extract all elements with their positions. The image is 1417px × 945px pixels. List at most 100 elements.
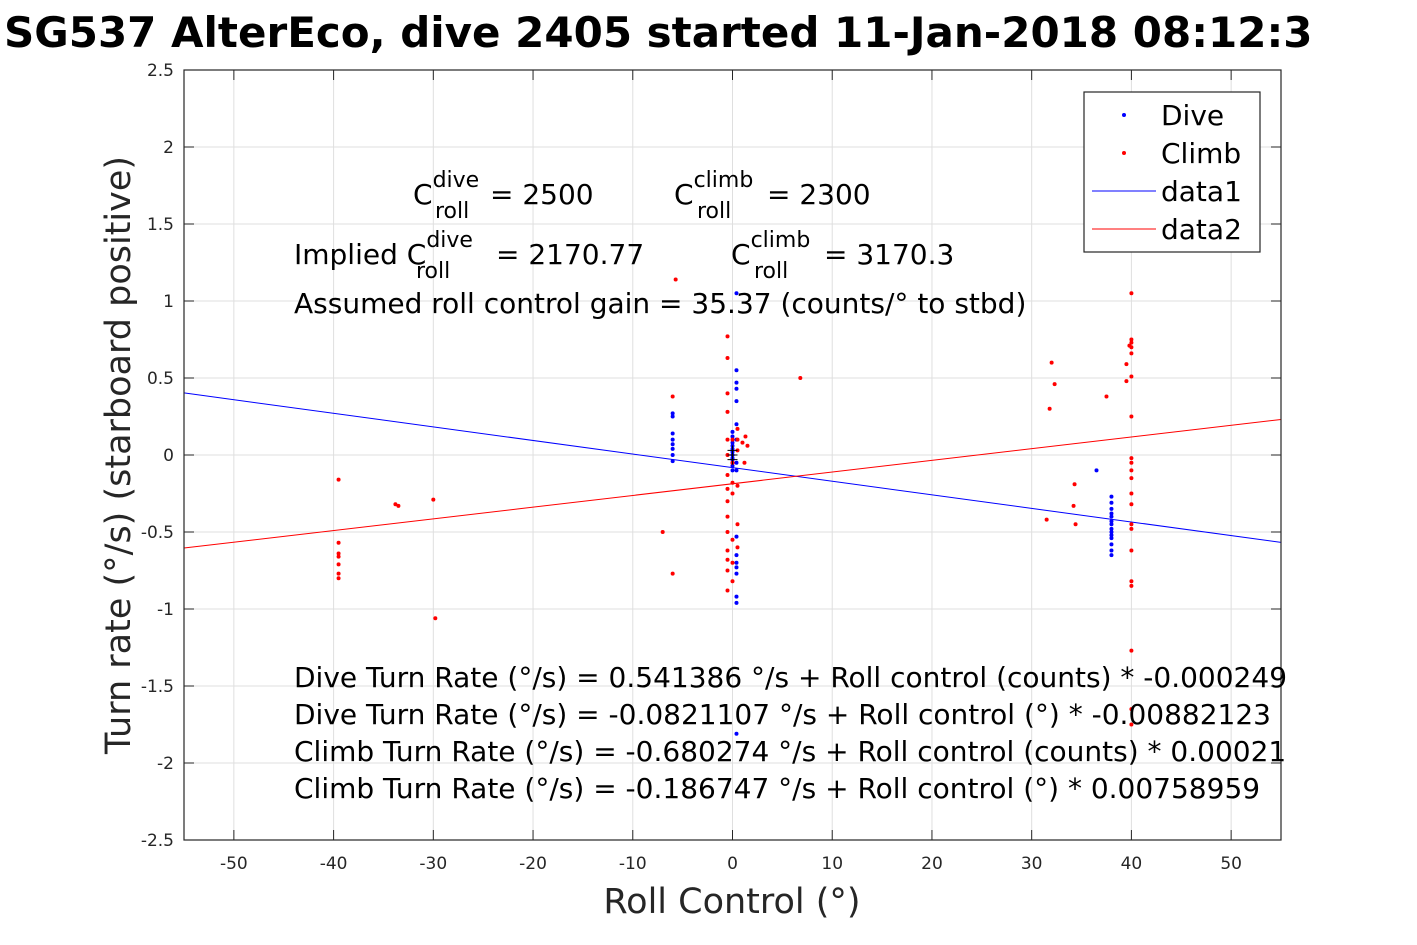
equation-dive-degrees: Dive Turn Rate (°/s) = -0.0821107 °/s + … xyxy=(294,698,1271,731)
y-tick-label: -2 xyxy=(157,754,174,774)
legend-marker-dive xyxy=(1122,113,1126,117)
climb-point xyxy=(740,440,745,445)
climb-point xyxy=(1052,382,1057,387)
x-tick-label: 20 xyxy=(921,854,943,874)
climb-point xyxy=(670,394,675,399)
climb-point xyxy=(1129,722,1134,727)
climb-point xyxy=(1072,482,1077,487)
climb-point xyxy=(725,514,730,519)
climb-point xyxy=(336,540,341,545)
y-tick-label: -1.5 xyxy=(141,677,174,697)
dive-point xyxy=(730,440,735,445)
implied-dive-sub: roll xyxy=(416,259,450,284)
dive-point xyxy=(734,731,739,736)
climb-point xyxy=(1073,522,1078,527)
dive-point xyxy=(1109,548,1114,553)
x-axis-label: Roll Control (°) xyxy=(603,882,860,922)
climb-point xyxy=(1129,707,1134,712)
dive-point xyxy=(734,600,739,605)
climb-point xyxy=(1129,414,1134,419)
implied-climb-sub: roll xyxy=(754,259,788,284)
climb-point xyxy=(743,434,748,439)
legend-label-climb: Climb xyxy=(1161,137,1241,170)
y-tick-label: 0.5 xyxy=(147,369,174,389)
roll-constants-annotation: Cdive roll = 2500 Cclimb roll = 2300 Imp… xyxy=(294,168,1026,320)
dive-point xyxy=(734,368,739,373)
climb-point xyxy=(730,491,735,496)
dive-point xyxy=(1109,514,1114,519)
dive-point xyxy=(1109,542,1114,547)
c-climb-sup: climb xyxy=(694,168,754,193)
climb-point xyxy=(396,503,401,508)
c-dive-sub: roll xyxy=(435,199,469,224)
legend-label-data2: data2 xyxy=(1161,213,1242,246)
climb-point xyxy=(725,409,730,414)
climb-point xyxy=(745,443,750,448)
dive-point xyxy=(730,434,735,439)
legend: Dive Climb data1 data2 xyxy=(1083,91,1261,253)
climb-point xyxy=(1071,503,1076,508)
climb-point xyxy=(1124,362,1129,367)
y-tick-label: 2.5 xyxy=(147,61,174,81)
equation-dive-counts: Dive Turn Rate (°/s) = 0.541386 °/s + Ro… xyxy=(294,661,1287,694)
dive-point xyxy=(1109,522,1114,527)
y-axis-label: Turn rate (°/s) (starboard positive) xyxy=(99,156,139,755)
dive-point xyxy=(1109,533,1114,538)
climb-point xyxy=(725,486,730,491)
climb-point xyxy=(336,571,341,576)
climb-point xyxy=(725,334,730,339)
svg-text:Implied Cdive: Implied Cdive xyxy=(294,228,473,271)
climb-point xyxy=(1129,491,1134,496)
implied-climb-value: = 3170.3 xyxy=(824,238,954,271)
dive-point xyxy=(1109,553,1114,558)
equation-climb-counts: Climb Turn Rate (°/s) = -0.680274 °/s + … xyxy=(294,735,1286,768)
x-tick-label: -50 xyxy=(220,854,248,874)
x-tick-label: 30 xyxy=(1021,854,1043,874)
climb-point xyxy=(433,616,438,621)
legend-label-data1: data1 xyxy=(1161,175,1242,208)
climb-point xyxy=(1044,517,1049,522)
climb-point xyxy=(1129,468,1134,473)
climb-point xyxy=(1129,345,1134,350)
climb-point xyxy=(735,522,740,527)
x-tick-label: -40 xyxy=(320,854,348,874)
dive-point xyxy=(734,399,739,404)
climb-point xyxy=(730,437,735,442)
climb-point xyxy=(1129,579,1134,584)
climb-point xyxy=(725,473,730,478)
c-climb-value: = 2300 xyxy=(767,178,871,211)
dive-point xyxy=(1109,500,1114,505)
dive-point xyxy=(734,386,739,391)
climb-point xyxy=(725,557,730,562)
climb-point xyxy=(1129,456,1134,461)
dive-point xyxy=(670,442,675,447)
climb-point xyxy=(673,277,678,282)
dive-point xyxy=(670,437,675,442)
legend-marker-climb xyxy=(1122,151,1126,155)
dive-point xyxy=(734,560,739,565)
dive-point xyxy=(734,534,739,539)
climb-point xyxy=(336,576,341,581)
chart-title: SG537 AlterEco, dive 2405 started 11-Jan… xyxy=(4,8,1312,57)
climb-point xyxy=(730,579,735,584)
svg-text:Cclimb: Cclimb xyxy=(674,168,753,211)
legend-box xyxy=(1083,91,1261,253)
dive-point xyxy=(670,411,675,416)
dive-point xyxy=(670,453,675,457)
dive-point xyxy=(1109,526,1114,531)
c-climb-sub: roll xyxy=(697,199,731,224)
implied-dive-value: = 2170.77 xyxy=(496,238,644,271)
climb-point xyxy=(393,502,398,507)
climb-point xyxy=(730,537,735,542)
climb-point xyxy=(1129,548,1134,553)
climb-point xyxy=(1047,406,1052,411)
climb-point xyxy=(1129,583,1134,588)
svg-text:Cclimb: Cclimb xyxy=(731,228,810,271)
climb-point xyxy=(336,477,341,482)
climb-point xyxy=(1129,291,1134,296)
y-tick-label: 1 xyxy=(163,292,174,312)
climb-point xyxy=(725,588,730,593)
dive-point xyxy=(730,468,735,473)
dive-point xyxy=(670,446,675,451)
data-points xyxy=(336,277,1134,736)
